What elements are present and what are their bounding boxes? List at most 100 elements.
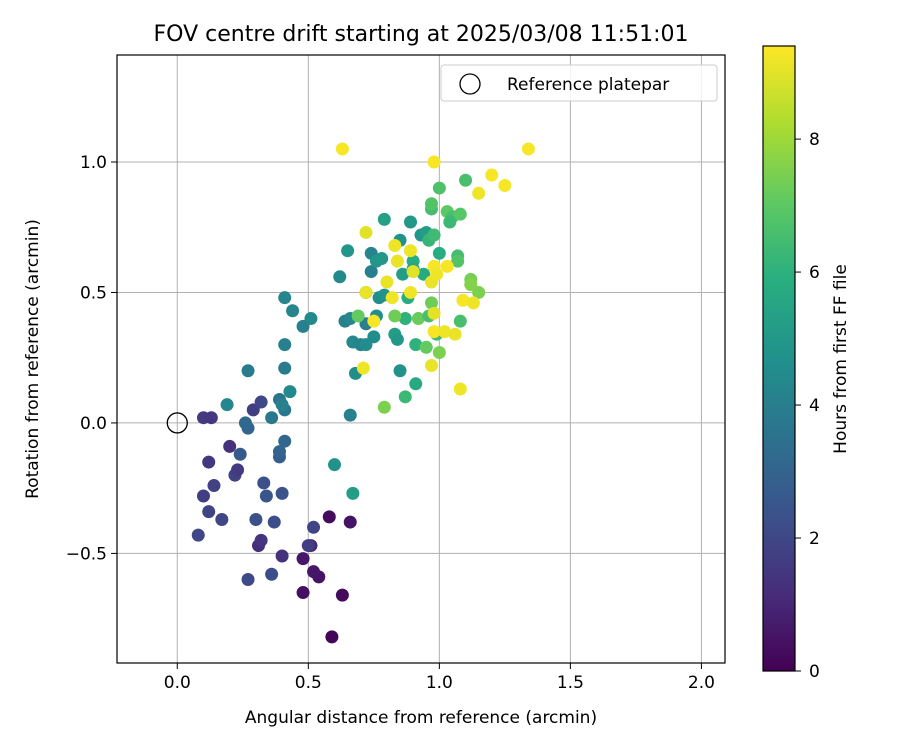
data-point — [393, 364, 407, 378]
colorbar-tick-label: 2 — [809, 529, 820, 549]
data-point — [202, 455, 216, 469]
data-point — [485, 168, 499, 182]
data-point — [223, 439, 237, 453]
data-point — [275, 398, 289, 412]
data-point — [453, 314, 467, 328]
data-point — [375, 252, 389, 266]
data-point — [398, 390, 412, 404]
colorbar-tick-label: 4 — [809, 396, 820, 416]
data-point — [396, 267, 410, 281]
data-point — [322, 510, 336, 524]
plot-frame — [116, 54, 726, 664]
data-points — [166, 142, 535, 644]
colorbar-ticks: 0 2 4 6 8 — [795, 130, 820, 682]
data-point — [325, 630, 339, 644]
x-tick-label: 1.0 — [426, 673, 453, 693]
data-point — [432, 246, 446, 260]
data-point — [390, 332, 404, 346]
data-point — [351, 309, 365, 323]
x-tick-label: 2.0 — [688, 673, 715, 693]
legend-marker-open-circle-icon — [459, 73, 481, 95]
data-point — [388, 309, 402, 323]
data-point — [202, 505, 216, 519]
data-point — [283, 385, 297, 399]
data-point — [346, 486, 360, 500]
colorbar-gradient — [762, 45, 796, 672]
data-point — [409, 338, 423, 352]
y-axis-label: Rotation from reference (arcmin) — [23, 219, 43, 499]
colorbar: 0 2 4 6 8 Hours from first FF file — [762, 45, 851, 682]
data-point — [367, 314, 381, 328]
data-point — [196, 489, 210, 503]
data-point — [427, 306, 441, 320]
chart-title: FOV centre drift starting at 2025/03/08 … — [154, 22, 689, 47]
data-point — [424, 197, 438, 211]
data-point — [278, 291, 292, 305]
colorbar-tick-label: 6 — [809, 263, 820, 283]
data-point — [286, 304, 300, 318]
y-tick-label: 0.5 — [80, 283, 107, 303]
data-point — [385, 291, 399, 305]
data-point — [307, 565, 321, 579]
data-point — [448, 327, 462, 341]
data-point — [356, 361, 370, 375]
x-tick-label: 0.0 — [164, 673, 191, 693]
colorbar-label: Hours from first FF file — [831, 264, 851, 454]
y-tick-label: 1.0 — [80, 153, 107, 173]
data-point — [404, 244, 418, 258]
data-point — [453, 207, 467, 221]
data-point — [333, 270, 347, 284]
data-point — [443, 215, 457, 229]
data-point — [472, 186, 486, 200]
data-point — [278, 434, 292, 448]
y-tick-label: 0.0 — [80, 414, 107, 434]
colorbar-tick-label: 0 — [809, 662, 820, 682]
data-point — [301, 539, 315, 553]
data-point — [238, 416, 252, 430]
data-point — [521, 142, 535, 156]
data-point — [404, 285, 418, 299]
data-point — [241, 572, 255, 586]
data-point — [191, 528, 205, 542]
data-point — [459, 173, 473, 187]
y-axis-ticks: −0.5 0.0 0.5 1.0 — [66, 153, 117, 564]
data-point — [220, 398, 234, 412]
legend-box — [440, 64, 718, 102]
data-point — [265, 567, 279, 581]
data-point — [453, 382, 467, 396]
data-point — [411, 312, 425, 326]
data-point — [466, 296, 480, 310]
data-point — [451, 254, 465, 268]
x-axis-ticks: 0.0 0.5 1.0 1.5 2.0 — [164, 663, 715, 693]
reference-platepar-marker — [166, 412, 188, 434]
data-point — [341, 244, 355, 258]
data-point — [241, 364, 255, 378]
data-point — [498, 178, 512, 192]
data-point — [215, 512, 229, 526]
data-point — [472, 285, 486, 299]
data-point — [233, 447, 247, 461]
data-point — [296, 552, 310, 566]
data-point — [364, 265, 378, 279]
data-point — [249, 512, 263, 526]
data-point — [388, 238, 402, 252]
data-point — [438, 325, 452, 339]
data-point — [278, 361, 292, 375]
data-point — [259, 489, 273, 503]
data-point — [267, 515, 281, 529]
data-point — [424, 359, 438, 373]
data-point — [343, 408, 357, 422]
data-point — [296, 586, 310, 600]
data-point — [275, 549, 289, 563]
data-point — [359, 285, 373, 299]
y-tick-label: −0.5 — [66, 544, 107, 564]
data-point — [427, 228, 441, 242]
data-point — [427, 325, 441, 339]
data-point — [257, 476, 271, 490]
data-point — [343, 515, 357, 529]
data-point — [427, 155, 441, 169]
data-point — [377, 212, 391, 226]
data-point — [278, 338, 292, 352]
data-point — [275, 486, 289, 500]
data-point — [307, 520, 321, 534]
